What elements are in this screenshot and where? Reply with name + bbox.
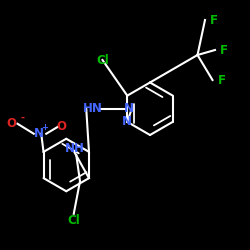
Text: +: + bbox=[42, 123, 48, 132]
Text: Cl: Cl bbox=[68, 214, 80, 226]
Text: N: N bbox=[122, 116, 132, 128]
Text: F: F bbox=[210, 14, 218, 26]
Text: N: N bbox=[34, 127, 44, 140]
Text: F: F bbox=[218, 74, 226, 86]
Text: F: F bbox=[220, 44, 228, 57]
Text: Cl: Cl bbox=[96, 54, 109, 66]
Text: N: N bbox=[124, 102, 134, 115]
Text: HN: HN bbox=[82, 102, 102, 115]
Text: -: - bbox=[20, 112, 24, 122]
Text: O: O bbox=[56, 120, 66, 133]
Text: O: O bbox=[6, 117, 16, 130]
Text: NH: NH bbox=[65, 142, 85, 155]
